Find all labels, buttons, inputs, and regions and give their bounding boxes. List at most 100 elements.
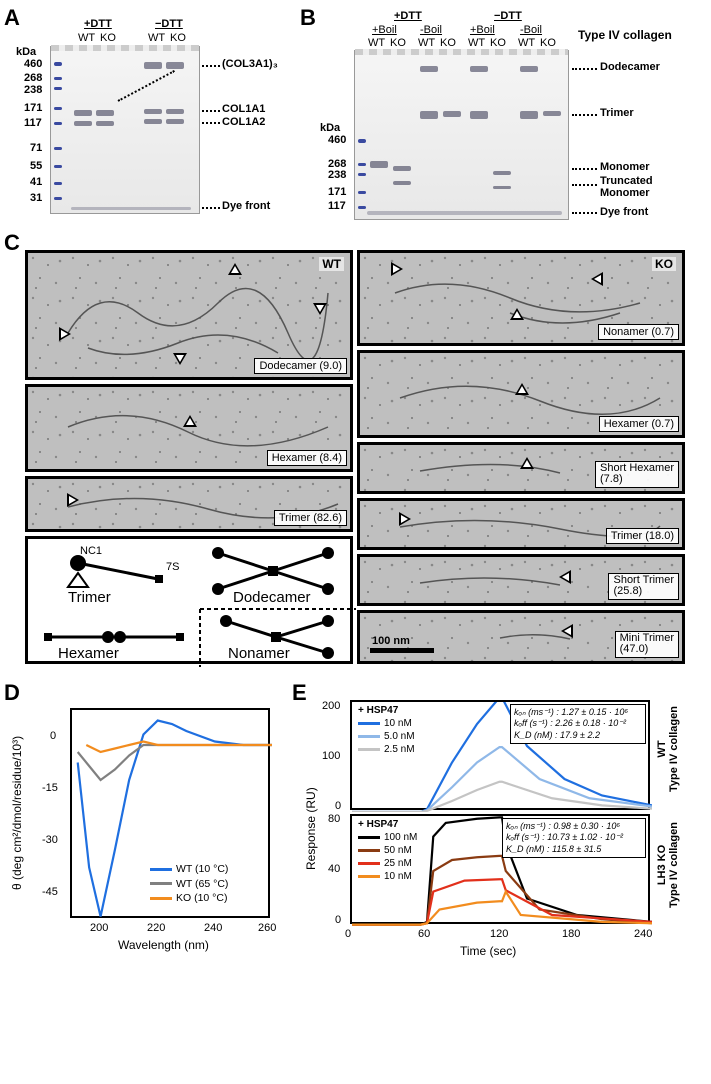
e-b-yt-2: 80 xyxy=(328,813,340,825)
em-wt-dodec-label: Dodecamer (9.0) xyxy=(254,358,347,374)
gelA-lane-3: KO xyxy=(170,32,186,44)
gelA-m3: 171 xyxy=(24,102,42,114)
em-ko-hex-label: Hexamer (0.7) xyxy=(599,416,679,432)
gelB-in-l2: -Boil xyxy=(420,24,442,36)
gelB-outer-l: +DTT xyxy=(394,10,422,22)
gelB-in-l1: +Boil xyxy=(372,24,397,36)
e-xt-4: 240 xyxy=(634,928,652,940)
gelA-bl-0: (COL3A1)₃ xyxy=(222,58,278,70)
gelA-kda-label: kDa xyxy=(16,46,36,58)
e-t-yt-1: 100 xyxy=(322,750,340,762)
gelA-bl-3: Dye front xyxy=(222,200,270,212)
e-t-yt-2: 200 xyxy=(322,700,340,712)
wt-tag: WT xyxy=(319,257,344,271)
gelB-lane-5: KO xyxy=(490,37,506,49)
gelA-lane-1: KO xyxy=(100,32,116,44)
em-ko-nonamer: KO Nonamer (0.7) xyxy=(357,250,685,346)
chartE-top-legend: + HSP47 10 nM 5.0 nM 2.5 nM xyxy=(358,704,415,756)
em-ko-minitri: 100 nm Mini Trimer(47.0) xyxy=(357,610,685,664)
gelB-kda-label: kDa xyxy=(320,122,340,134)
d-xt-3: 260 xyxy=(258,922,276,934)
gelB-bl-4: Dye front xyxy=(600,206,648,218)
gelB-in-r2: -Boil xyxy=(520,24,542,36)
gelB-bl-0: Dodecamer xyxy=(600,61,660,73)
e-xt-0: 0 xyxy=(345,928,351,940)
chartE-xlabel: Time (sec) xyxy=(460,944,516,958)
e-bot-info: kₒₙ (ms⁻¹) : 0.98 ± 0.30 · 10⁶ kₒff (s⁻¹… xyxy=(502,818,646,858)
gelB-lane-2: WT xyxy=(418,37,435,49)
sch-hex: Hexamer xyxy=(58,645,119,662)
e-top-info: kₒₙ (ms⁻¹) : 1.27 ± 0.15 · 10⁶ kₒff (s⁻¹… xyxy=(510,704,646,744)
gelA-bl-1: COL1A1 xyxy=(222,103,265,115)
e-xt-2: 120 xyxy=(490,928,508,940)
scale-bar-label: 100 nm xyxy=(372,635,410,647)
e-xt-1: 60 xyxy=(418,928,430,940)
gelB-lane-4: WT xyxy=(468,37,485,49)
gelB xyxy=(354,50,569,220)
em-ko-shorttri: Short Trimer(25.8) xyxy=(357,554,685,606)
gelB-m0: 460 xyxy=(328,134,346,146)
d-xt-0: 200 xyxy=(90,922,108,934)
em-ko-tri-label: Trimer (18.0) xyxy=(606,528,679,544)
gelB-in-r1: +Boil xyxy=(470,24,495,36)
gelA-m7: 41 xyxy=(30,176,42,188)
ko-tag: KO xyxy=(652,257,676,271)
gelA-leader-0 xyxy=(202,65,220,67)
gelB-lane-1: KO xyxy=(390,37,406,49)
d-yt-0: 0 xyxy=(50,730,56,742)
sch-nc1: NC1 xyxy=(80,545,102,557)
gelA-leader-2 xyxy=(202,122,220,124)
gelB-outer-r: −DTT xyxy=(494,10,522,22)
chartE-ylabel: Response (RU) xyxy=(304,787,318,870)
em-ko-trimer: Trimer (18.0) xyxy=(357,498,685,550)
chartE-bot-legend: + HSP47 100 nM 50 nM 25 nM 10 nM xyxy=(358,818,417,883)
gelB-bl-3: TruncatedMonomer xyxy=(600,176,653,199)
em-ko-shorthex: Short Hexamer(7.8) xyxy=(357,442,685,494)
gelB-lead-4 xyxy=(572,212,597,214)
gelA-lane-0: WT xyxy=(78,32,95,44)
gelB-bl-2: Monomer xyxy=(600,161,650,173)
gelB-lead-3a xyxy=(572,184,597,186)
panel-a-label: A xyxy=(4,5,20,31)
em-wt-hex-label: Hexamer (8.4) xyxy=(267,450,347,466)
e-t-yt-0: 0 xyxy=(335,800,341,812)
e-xt-3: 180 xyxy=(562,928,580,940)
panel-e-label: E xyxy=(292,680,307,706)
gelB-lane-6: WT xyxy=(518,37,535,49)
em-ko-hexamer: Hexamer (0.7) xyxy=(357,350,685,438)
gelA-m0: 460 xyxy=(24,58,42,70)
gelB-m3: 171 xyxy=(328,186,346,198)
gelB-right-title: Type IV collagen xyxy=(578,28,672,42)
d-xt-2: 240 xyxy=(204,922,222,934)
panel-b-label: B xyxy=(300,5,316,31)
em-wt-trimer: Trimer (82.6) xyxy=(25,476,353,532)
gelA xyxy=(50,46,200,214)
gelB-lead-0 xyxy=(572,68,597,70)
chartD-ylabel: θ (deg cm²/dmol/residue/10³) xyxy=(10,680,24,890)
chartD-xlabel: Wavelength (nm) xyxy=(118,938,209,952)
gelA-cond-left: +DTT xyxy=(84,18,112,30)
gelA-m6: 55 xyxy=(30,160,42,172)
sch-non: Nonamer xyxy=(228,645,290,662)
d-yt-1: -15 xyxy=(42,782,58,794)
gelA-m4: 117 xyxy=(24,117,42,129)
gelB-lead-1 xyxy=(572,114,597,116)
gelA-m8: 31 xyxy=(30,192,42,204)
e-bot-rlabel: LH3 KOType IV collagen xyxy=(656,810,680,920)
gelA-m2: 238 xyxy=(24,84,42,96)
gelA-leader-1 xyxy=(202,110,220,112)
gelB-bl-1: Trimer xyxy=(600,107,634,119)
schematic-box: NC1 7S Trimer Dodecamer Hexamer Nonamer xyxy=(25,536,353,664)
sch-7s: 7S xyxy=(166,561,179,573)
gelA-leader-3 xyxy=(202,207,220,209)
gelA-bl-2: COL1A2 xyxy=(222,116,265,128)
gelB-m4: 117 xyxy=(328,200,346,212)
em-wt-tri-label: Trimer (82.6) xyxy=(274,510,347,526)
gelB-lead-2 xyxy=(572,168,597,170)
gelA-lane-2: WT xyxy=(148,32,165,44)
sch-trimer: Trimer xyxy=(68,589,111,606)
em-wt-hexamer: Hexamer (8.4) xyxy=(25,384,353,472)
gelB-m2: 238 xyxy=(328,169,346,181)
em-ko-non-label: Nonamer (0.7) xyxy=(598,324,679,340)
e-b-yt-0: 0 xyxy=(335,914,341,926)
